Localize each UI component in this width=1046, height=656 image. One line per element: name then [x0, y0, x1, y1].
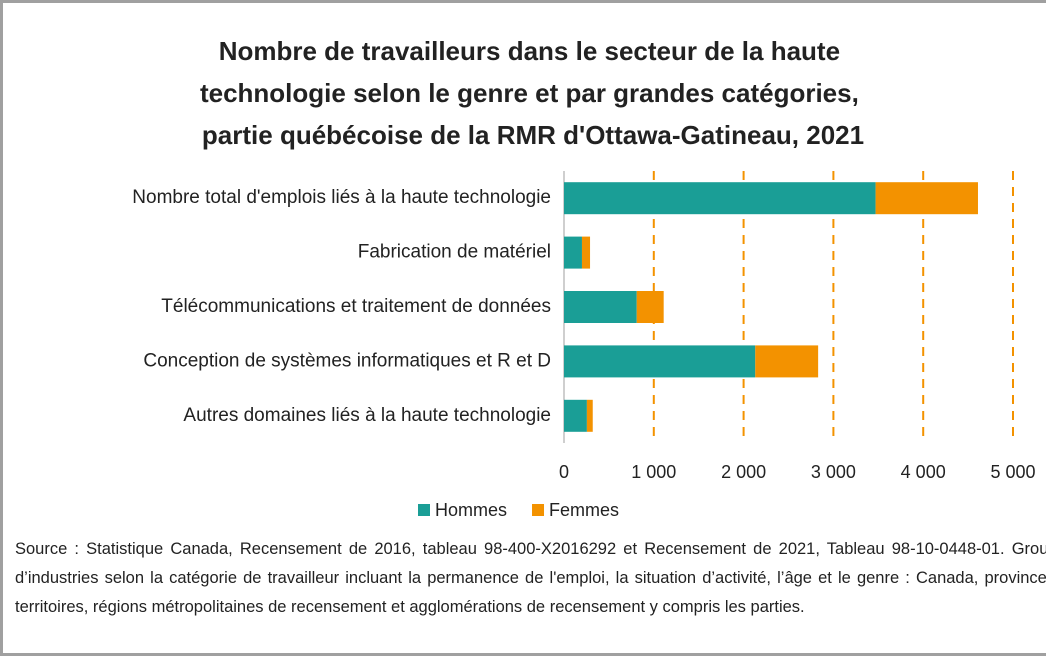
bar-segment: [875, 182, 978, 215]
chart-title: Nombre de travailleurs dans le secteur d…: [200, 36, 866, 150]
y-tick-label: Télécommunications et traitement de donn…: [161, 296, 551, 317]
legend-label: Hommes: [435, 500, 507, 520]
legend-swatch: [418, 504, 430, 516]
bar-segment: [564, 345, 756, 378]
chart: Nombre de travailleurs dans le secteur d…: [132, 36, 1035, 520]
bar-segment: [564, 291, 637, 323]
legend-label: Femmes: [549, 500, 619, 520]
x-tick-label: 2 000: [721, 462, 766, 482]
bar-segment: [755, 345, 819, 378]
bar-segment: [564, 236, 582, 269]
y-tick-label: Fabrication de matériel: [358, 242, 551, 263]
source-note: Source : Statistique Canada, Recensement…: [15, 540, 1046, 616]
bar-segment: [586, 399, 593, 432]
x-tick-label: 4 000: [901, 462, 946, 482]
y-tick-label: Autres domaines liés à la haute technolo…: [183, 405, 551, 426]
bar-segment: [581, 236, 591, 269]
x-tick-label: 0: [559, 462, 569, 482]
bar-segment: [564, 399, 587, 432]
x-tick-label: 1 000: [631, 462, 676, 482]
legend-swatch: [532, 504, 545, 516]
y-tick-label: Nombre total d'emplois liés à la haute t…: [132, 187, 551, 208]
x-tick-label: 3 000: [811, 462, 856, 482]
bar-segment: [636, 291, 664, 323]
x-tick-label: 5 000: [990, 462, 1035, 482]
bar-segment: [564, 182, 876, 215]
y-tick-label: Conception de systèmes informatiques et …: [143, 350, 551, 371]
